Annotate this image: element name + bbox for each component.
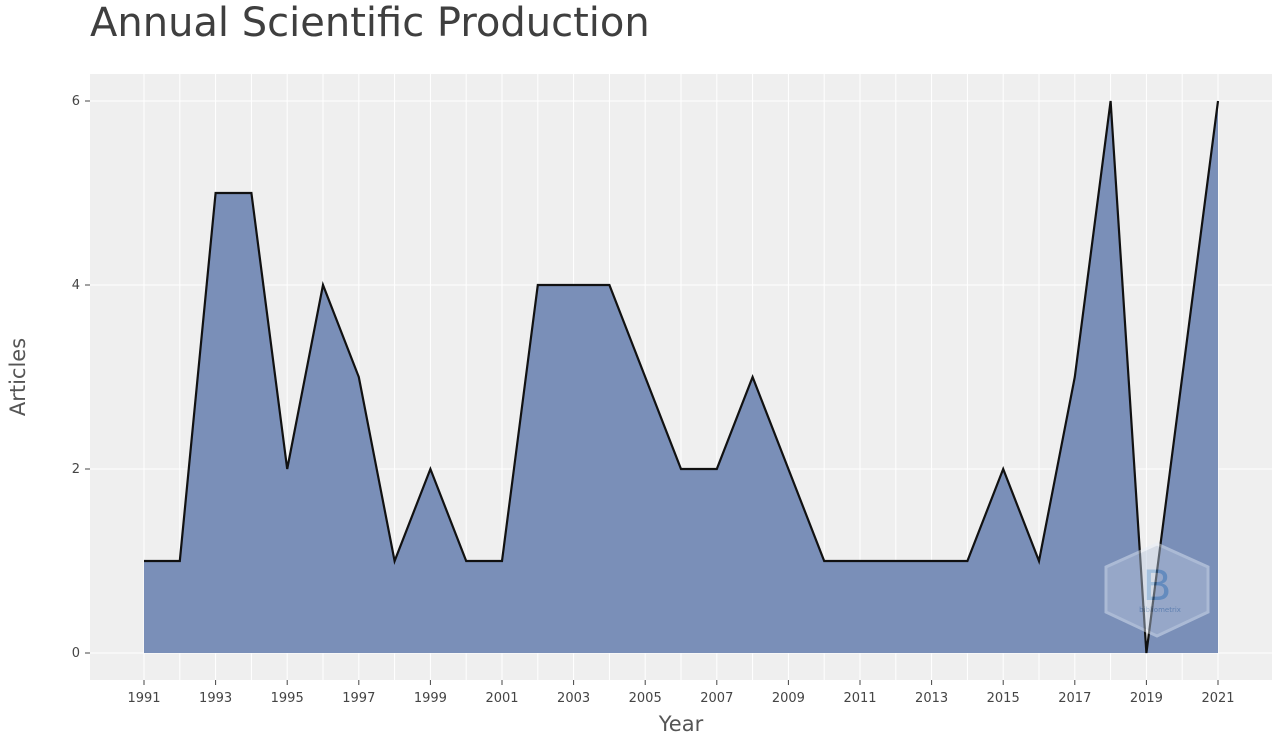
data-point[interactable]	[141, 558, 147, 564]
data-point[interactable]	[1072, 374, 1078, 380]
y-axis-ticks: 0 2 4 6	[72, 94, 90, 661]
data-point[interactable]	[1108, 98, 1114, 104]
bibliometrix-logo-icon: B bibliometrix	[1104, 542, 1210, 638]
x-tick-label: 2007	[700, 691, 733, 706]
data-point[interactable]	[1143, 650, 1149, 656]
area-layer	[144, 100, 1220, 654]
data-point[interactable]	[213, 190, 219, 196]
data-point[interactable]	[857, 558, 863, 564]
data-point[interactable]	[606, 282, 612, 288]
data-point[interactable]	[642, 374, 648, 380]
data-point[interactable]	[356, 374, 362, 380]
x-tick-label: 2017	[1058, 691, 1091, 706]
data-point[interactable]	[964, 558, 970, 564]
y-tick-label: 6	[72, 94, 80, 109]
data-point[interactable]	[1215, 98, 1221, 104]
data-point[interactable]	[821, 558, 827, 564]
svg-text:B: B	[1143, 561, 1172, 610]
x-tick-label: 1997	[342, 691, 375, 706]
watermark-text: bibliometrix	[1139, 606, 1181, 614]
data-point[interactable]	[929, 558, 935, 564]
y-tick-label: 0	[72, 646, 80, 661]
x-tick-label: 2013	[915, 691, 948, 706]
x-tick-label: 2019	[1130, 691, 1163, 706]
x-tick-label: 2021	[1201, 691, 1234, 706]
data-point[interactable]	[284, 466, 290, 472]
data-point[interactable]	[1000, 466, 1006, 472]
data-point[interactable]	[463, 558, 469, 564]
y-tick-label: 4	[72, 278, 80, 293]
data-point[interactable]	[427, 466, 433, 472]
x-axis-ticks: 1991 1993 1995 1997 1999 2001 2003 2005 2007 2009…	[127, 680, 1235, 706]
data-point[interactable]	[750, 374, 756, 380]
x-tick-label: 2009	[772, 691, 805, 706]
y-tick-label: 2	[72, 462, 80, 477]
data-point[interactable]	[499, 558, 505, 564]
data-point[interactable]	[785, 466, 791, 472]
x-tick-label: 1995	[271, 691, 304, 706]
data-point[interactable]	[320, 282, 326, 288]
data-point[interactable]	[893, 558, 899, 564]
y-axis-title: Articles	[6, 338, 30, 416]
x-tick-label: 2011	[843, 691, 876, 706]
x-tick-label: 2003	[557, 691, 590, 706]
data-point[interactable]	[714, 466, 720, 472]
x-axis-title: Year	[658, 712, 704, 736]
data-point[interactable]	[535, 282, 541, 288]
x-tick-label: 1999	[414, 691, 447, 706]
data-point[interactable]	[177, 558, 183, 564]
series-line	[144, 100, 1220, 654]
x-tick-label: 2005	[629, 691, 662, 706]
x-tick-label: 2001	[485, 691, 518, 706]
data-point[interactable]	[392, 558, 398, 564]
data-point[interactable]	[248, 190, 254, 196]
x-tick-label: 2015	[987, 691, 1020, 706]
x-tick-label: 1993	[199, 691, 232, 706]
chart-title: Annual Scientific Production	[90, 0, 650, 46]
data-point[interactable]	[571, 282, 577, 288]
data-point[interactable]	[1179, 374, 1185, 380]
x-tick-label: 1991	[127, 691, 160, 706]
data-point[interactable]	[1036, 558, 1042, 564]
data-point[interactable]	[678, 466, 684, 472]
